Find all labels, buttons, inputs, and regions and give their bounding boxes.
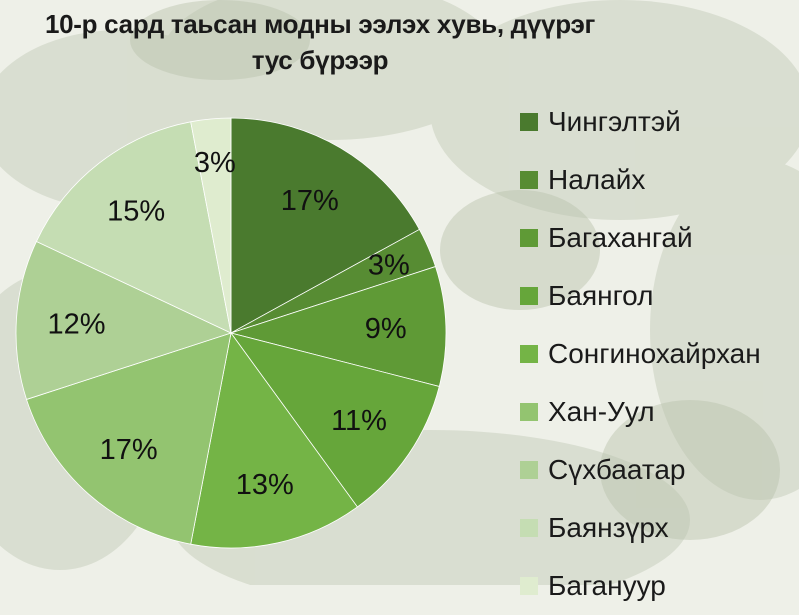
pie-slice-1 bbox=[230, 117, 420, 334]
pie-slice-3 bbox=[229, 266, 447, 387]
legend-label: Чингэлтэй bbox=[548, 106, 681, 137]
legend-swatch bbox=[520, 229, 538, 247]
pie-slice-8 bbox=[35, 121, 232, 334]
legend-swatch bbox=[520, 171, 538, 189]
legend-label: Баянзүрх bbox=[548, 512, 669, 543]
pie-slice-label-7: 12% bbox=[47, 308, 105, 340]
pie-slice-label-2: 3% bbox=[368, 250, 410, 282]
legend-item-9: Багануур bbox=[520, 557, 761, 615]
legend-item-8: Баянзүрх bbox=[520, 499, 761, 557]
legend-label: Хан-Уул bbox=[548, 396, 655, 427]
legend-label: Сүхбаатар bbox=[548, 454, 686, 485]
pie-slice-6 bbox=[26, 332, 232, 545]
chart-legend: Чингэлтэй Налайх Багахангай Баянгол Сонгинох… bbox=[520, 93, 761, 615]
pie-slice-label-8: 15% bbox=[107, 196, 165, 228]
chart-title: 10-р сард таьсан модны ээлэх хувь, дүүрэ… bbox=[0, 6, 640, 78]
pie-slice-label-6: 17% bbox=[100, 434, 158, 466]
chart-title-line-1: 10-р сард таьсан модны ээлэх хувь, дүүрэ… bbox=[44, 9, 596, 39]
legend-swatch bbox=[520, 345, 538, 363]
legend-swatch bbox=[520, 519, 538, 537]
legend-label: Баянгол bbox=[548, 280, 654, 311]
legend-item-2: Налайх bbox=[520, 151, 761, 209]
pie-slice-label-3: 9% bbox=[365, 313, 407, 345]
pie-slice-label-4: 11% bbox=[331, 405, 387, 437]
legend-item-4: Баянгол bbox=[520, 267, 761, 325]
pie-slice-9 bbox=[190, 117, 232, 334]
legend-item-1: Чингэлтэй bbox=[520, 93, 761, 151]
pie-slice-4 bbox=[230, 332, 440, 508]
legend-label: Багахангай bbox=[548, 222, 693, 253]
legend-swatch bbox=[520, 403, 538, 421]
pie-chart: 17% 3% 9% 11% 13% 17% 12% 15% 3% bbox=[15, 117, 447, 549]
legend-swatch bbox=[520, 461, 538, 479]
legend-label: Сонгинохайрхан bbox=[548, 338, 761, 369]
legend-label: Багануур bbox=[548, 570, 666, 601]
legend-item-3: Багахангай bbox=[520, 209, 761, 267]
pie-slice-7 bbox=[15, 240, 233, 400]
legend-item-6: Хан-Уул bbox=[520, 383, 761, 441]
chart-title-line-2: тус бүрээр bbox=[251, 45, 389, 75]
legend-item-7: Сүхбаатар bbox=[520, 441, 761, 499]
legend-swatch bbox=[520, 577, 538, 595]
pie-slice-label-9: 3% bbox=[194, 147, 236, 179]
legend-swatch bbox=[520, 113, 538, 131]
pie-slice-label-1: 17% bbox=[281, 185, 339, 217]
legend-item-5: Сонгинохайрхан bbox=[520, 325, 761, 383]
pie-slice-5 bbox=[190, 332, 358, 549]
legend-label: Налайх bbox=[548, 164, 646, 195]
legend-swatch bbox=[520, 287, 538, 305]
pie-slice-label-5: 13% bbox=[236, 469, 294, 501]
